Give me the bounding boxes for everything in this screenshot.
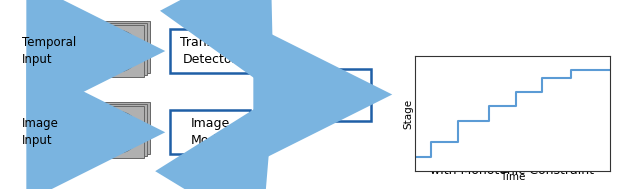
- X-axis label: Time: Time: [500, 172, 525, 182]
- Bar: [95, 23, 147, 75]
- Text: Temporal
Input: Temporal Input: [22, 36, 76, 66]
- Bar: [97, 21, 150, 73]
- Text: Image
Model: Image Model: [190, 117, 230, 147]
- Text: Image
Input: Image Input: [22, 117, 59, 147]
- Bar: [92, 25, 144, 77]
- Bar: [95, 104, 147, 156]
- FancyBboxPatch shape: [289, 68, 371, 121]
- FancyBboxPatch shape: [170, 29, 250, 73]
- Y-axis label: Stage: Stage: [404, 98, 413, 129]
- Text: Transition
Detector: Transition Detector: [180, 36, 240, 66]
- FancyBboxPatch shape: [170, 110, 250, 154]
- Text: Sequential Prediction
with Monotonic Constraint: Sequential Prediction with Monotonic Con…: [431, 147, 595, 177]
- Bar: [97, 102, 150, 154]
- Bar: [92, 106, 144, 158]
- Text: Linear-
Chain CRF: Linear- Chain CRF: [298, 80, 362, 109]
